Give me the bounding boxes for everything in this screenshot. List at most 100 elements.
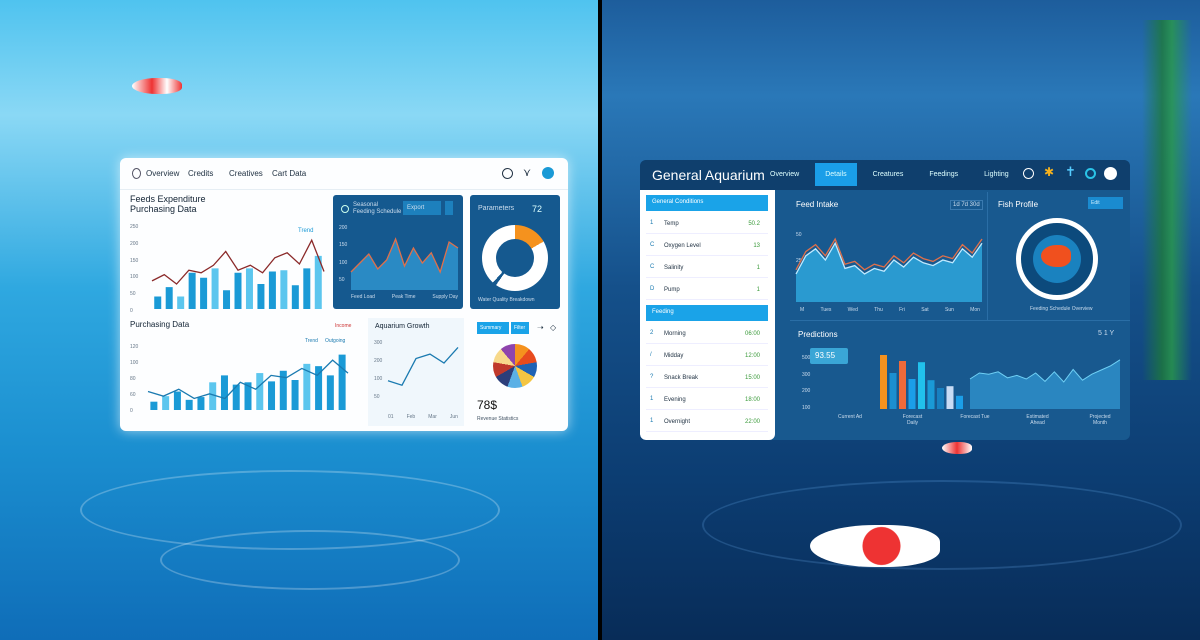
- chart-title: Predictions: [798, 330, 838, 339]
- bar: [303, 363, 311, 410]
- filter-icon[interactable]: ⋎: [523, 167, 532, 179]
- clock-icon: [341, 205, 349, 213]
- nav-tab[interactable]: Details: [815, 163, 857, 186]
- bar: [256, 373, 264, 410]
- chart-tag: Outgoing: [325, 338, 346, 344]
- axis-tick: M: [800, 307, 805, 313]
- axis-tick: 100: [802, 404, 811, 411]
- settings-icon[interactable]: ◇: [550, 323, 557, 332]
- sidebar-item[interactable]: D Pump 1: [646, 280, 768, 300]
- axis-tick: Tues: [820, 307, 832, 313]
- summary-button[interactable]: Summary: [477, 322, 509, 334]
- sidebar-section-header[interactable]: Feeding: [646, 305, 768, 321]
- item-value: 50.2: [748, 221, 760, 227]
- water-ripple: [702, 480, 1182, 570]
- bar: [244, 382, 252, 410]
- chart-title: Purchasing Data: [130, 320, 190, 329]
- top-nav: Overview Credits Creatives Cart Data ⋎: [120, 158, 568, 190]
- chart-svg: [151, 238, 325, 309]
- axis-tick: 250: [130, 224, 139, 230]
- panel-caption: Feeding Schedule Overview: [1030, 306, 1093, 312]
- area-fill: [351, 239, 458, 290]
- item-label: Temp: [664, 221, 679, 227]
- nav-tab[interactable]: Creatives: [229, 169, 263, 178]
- axis-tick: Projected Month: [1089, 414, 1111, 426]
- axis-tick: 0: [130, 307, 133, 314]
- axis-tick: 150: [130, 257, 139, 264]
- bar: [268, 381, 276, 410]
- nav-tab[interactable]: Overview: [770, 171, 800, 178]
- axis-tick: Mar: [428, 414, 437, 420]
- nav-tab[interactable]: Lighting: [984, 171, 1009, 178]
- predictions-chart: Predictions 5 1 Y 93.55 500 300 200 100 Cur…: [790, 320, 1130, 435]
- axis-tick: 200: [802, 388, 811, 395]
- nav-tab[interactable]: Creatures: [872, 171, 904, 178]
- sidebar-item[interactable]: ? Snack Break 15:00: [646, 368, 768, 388]
- axis-tick: Supply Day: [432, 294, 458, 300]
- axis-tick: 200: [339, 225, 348, 231]
- tools-icon[interactable]: ✱: [1044, 165, 1055, 179]
- profile-icon[interactable]: [542, 167, 554, 179]
- sidebar-item[interactable]: C Salinity 1: [646, 258, 768, 278]
- sidebar-item[interactable]: C Oxygen Level 13: [646, 236, 768, 256]
- item-label: Oxygen Level: [664, 243, 701, 249]
- refresh-icon[interactable]: [1085, 168, 1096, 179]
- series-line: [387, 347, 459, 387]
- pin-icon[interactable]: ✝: [1065, 164, 1076, 179]
- bar: [234, 272, 242, 309]
- fish-avatar: [1016, 218, 1098, 300]
- sidebar-item[interactable]: / Midday 12:00: [646, 346, 768, 366]
- sidebar-section-header[interactable]: General Conditions: [646, 195, 768, 211]
- item-value: 13: [753, 243, 760, 249]
- sidebar-item[interactable]: 1 Overnight 22:00: [646, 412, 768, 432]
- arrow-icon[interactable]: ➝: [537, 323, 544, 332]
- axis-tick: 100: [374, 376, 383, 382]
- item-icon: C: [650, 264, 655, 270]
- axis-tick: Wed: [847, 307, 858, 313]
- menu-icon[interactable]: [445, 201, 453, 215]
- item-icon: C: [650, 242, 655, 248]
- chart-controls[interactable]: 5 1 Y: [1098, 330, 1115, 337]
- nav-tab[interactable]: Feedings: [929, 171, 959, 178]
- chart-svg: [387, 347, 459, 387]
- revenue-value: 78$: [477, 398, 498, 412]
- help-icon[interactable]: [502, 168, 513, 179]
- item-label: Snack Break: [664, 375, 699, 381]
- profile-icon[interactable]: [1104, 167, 1117, 180]
- sidebar-item[interactable]: 2 Morning 06:00: [646, 324, 768, 344]
- axis-tick: Forecast Tue: [960, 414, 990, 420]
- edit-button[interactable]: Edit: [1088, 197, 1123, 209]
- sidebar-item[interactable]: 1 Evening 18:00: [646, 390, 768, 410]
- axis-tick: Sun: [944, 307, 954, 313]
- bar: [232, 384, 240, 410]
- aquarium-plant: [1142, 20, 1192, 380]
- chart-subtitle: Purchasing Data: [130, 204, 197, 214]
- item-icon: 1: [650, 396, 654, 402]
- bar: [165, 287, 173, 309]
- export-button[interactable]: Export: [403, 201, 441, 215]
- nav-tab[interactable]: Overview: [146, 169, 180, 178]
- nav-tab[interactable]: Credits: [188, 169, 214, 178]
- item-value: 15:00: [744, 375, 760, 381]
- play-icon[interactable]: [1023, 168, 1034, 179]
- panel-title: Fish Profile: [998, 200, 1039, 209]
- range-controls[interactable]: 1d 7d 30d: [950, 200, 983, 210]
- item-value: 06:00: [744, 331, 760, 337]
- chart-tag: Trend: [298, 228, 314, 234]
- axis-tick: 50: [374, 394, 380, 400]
- divider: [598, 0, 602, 640]
- purchasing-chart: Purchasing Data Income Trend Outgoing 12…: [130, 320, 355, 420]
- chart-title: Feeds Expenditure: [130, 194, 206, 204]
- sidebar-item[interactable]: 1 Temp 50.2: [646, 214, 768, 234]
- item-value: 1: [756, 265, 760, 271]
- axis-tick: Forecast Daily: [902, 414, 923, 426]
- item-icon: 1: [650, 220, 654, 226]
- nav-tab[interactable]: Cart Data: [272, 169, 307, 178]
- feeding-schedule-chart: Seasonal Feeding Schedule Export 200 150 1…: [333, 195, 463, 309]
- bar: [303, 268, 311, 309]
- axis-tick: Jun: [449, 414, 458, 420]
- filter-button[interactable]: Filter: [511, 322, 529, 334]
- bar: [150, 401, 158, 410]
- bar: [908, 379, 916, 409]
- axis-tick: 150: [339, 242, 348, 249]
